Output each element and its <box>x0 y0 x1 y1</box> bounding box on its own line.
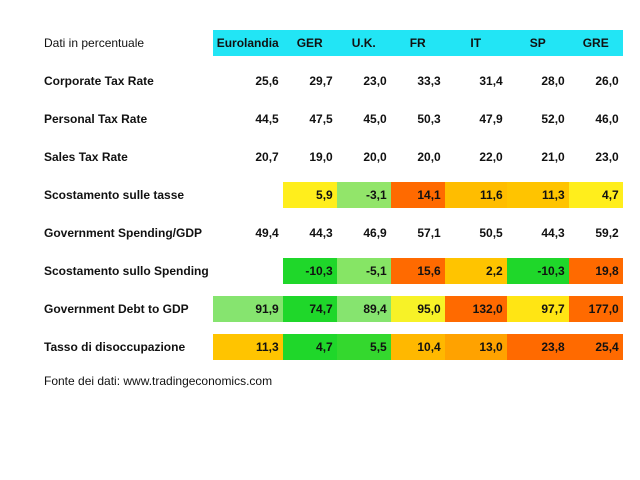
header-row: Dati in percentuale Eurolandia GER U.K. FR IT… <box>40 30 623 56</box>
column-header: SP <box>506 30 569 56</box>
value-cell: 33,3 <box>417 74 441 88</box>
spacer-cell <box>40 56 623 68</box>
row-label: Sales Tax Rate <box>44 150 128 164</box>
spacer-cell <box>40 246 623 258</box>
table-row: Personal Tax Rate 44,5 47,5 45,0 50,3 47,9 52,… <box>40 106 623 132</box>
value-cell: 132,0 <box>444 296 507 322</box>
value-cell: 44,3 <box>541 226 565 240</box>
value-cell: 5,9 <box>282 182 337 208</box>
value-cell: 25,6 <box>255 74 279 88</box>
percentage-data-table: Dati in percentuale Eurolandia GER U.K. FR IT… <box>40 30 623 360</box>
value-cell: 13,0 <box>444 334 507 360</box>
value-cell: 20,0 <box>363 150 387 164</box>
spacer-cell <box>40 322 623 334</box>
table-row: Government Spending/GDP 49,4 44,3 46,9 57,1 5… <box>40 220 623 246</box>
value-cell: 4,7 <box>568 182 623 208</box>
value-cell: -10,3 <box>506 258 569 284</box>
row-label: Government Debt to GDP <box>44 302 189 316</box>
column-header: IT <box>444 30 507 56</box>
value-cell: 50,5 <box>479 226 503 240</box>
spacer-cell <box>40 208 623 220</box>
row-spacer <box>40 132 623 144</box>
value-cell: -5,1 <box>336 258 391 284</box>
value-cell: 23,0 <box>363 74 387 88</box>
spacer-cell <box>40 284 623 296</box>
value-cell: 45,0 <box>363 112 387 126</box>
row-spacer <box>40 322 623 334</box>
row-spacer <box>40 284 623 296</box>
column-header: Eurolandia <box>212 30 283 56</box>
table-row: Scostamento sullo Spending -10,3 -5,1 15,6 2… <box>40 258 623 284</box>
table-row: Tasso di disoccupazione 11,3 4,7 5,5 10,4 13,… <box>40 334 623 360</box>
value-cell: 4,7 <box>282 334 337 360</box>
value-cell: 89,4 <box>336 296 391 322</box>
value-cell: 44,5 <box>255 112 279 126</box>
row-label: Tasso di disoccupazione <box>44 340 186 354</box>
value-cell: 26,0 <box>595 74 619 88</box>
value-cell: 23,8 <box>506 334 569 360</box>
value-cell: 44,3 <box>309 226 333 240</box>
value-cell: 20,0 <box>417 150 441 164</box>
value-cell: 59,2 <box>595 226 619 240</box>
row-label: Personal Tax Rate <box>44 112 148 126</box>
value-cell: 19,0 <box>309 150 333 164</box>
value-cell: 46,0 <box>595 112 619 126</box>
row-label: Scostamento sullo Spending <box>44 264 209 278</box>
value-cell <box>213 182 283 208</box>
row-spacer <box>40 208 623 220</box>
value-cell: 31,4 <box>479 74 503 88</box>
spacer-cell <box>40 170 623 182</box>
value-cell: -10,3 <box>282 258 337 284</box>
column-header: GRE <box>568 30 623 56</box>
value-cell: 46,9 <box>363 226 387 240</box>
value-cell: 10,4 <box>390 334 445 360</box>
column-header: U.K. <box>336 30 391 56</box>
value-cell: 14,1 <box>390 182 445 208</box>
value-cell: 97,7 <box>506 296 569 322</box>
value-cell: 22,0 <box>479 150 503 164</box>
value-cell: 11,3 <box>506 182 569 208</box>
value-cell: 11,3 <box>212 334 283 360</box>
table-row: Corporate Tax Rate 25,6 29,7 23,0 33,3 31,4 28… <box>40 68 623 94</box>
row-spacer <box>40 170 623 182</box>
value-cell: 5,5 <box>336 334 391 360</box>
value-cell: 49,4 <box>255 226 279 240</box>
value-cell: 95,0 <box>390 296 445 322</box>
value-cell: 19,8 <box>568 258 623 284</box>
row-spacer <box>40 246 623 258</box>
value-cell: -3,1 <box>336 182 391 208</box>
value-cell <box>213 258 283 284</box>
value-cell: 177,0 <box>568 296 623 322</box>
value-cell: 20,7 <box>255 150 279 164</box>
value-cell: 47,9 <box>479 112 503 126</box>
spacer-cell <box>40 94 623 106</box>
spacer-cell <box>40 132 623 144</box>
table-row: Sales Tax Rate 20,7 19,0 20,0 20,0 22,0 21,0 23… <box>40 144 623 170</box>
value-cell: 91,9 <box>212 296 283 322</box>
value-cell: 47,5 <box>309 112 333 126</box>
value-cell: 21,0 <box>541 150 565 164</box>
table-row: Scostamento sulle tasse 5,9 -3,1 14,1 11,6 11… <box>40 182 623 208</box>
row-spacer <box>40 56 623 68</box>
row-label: Scostamento sulle tasse <box>44 188 185 202</box>
table-row: Government Debt to GDP 91,9 74,7 89,4 95,0 13… <box>40 296 623 322</box>
value-cell: 57,1 <box>417 226 441 240</box>
column-header: FR <box>390 30 445 56</box>
source-note: Fonte dei dati: www.tradingeconomics.com <box>44 374 273 388</box>
value-cell: 23,0 <box>595 150 619 164</box>
value-cell: 11,6 <box>444 182 507 208</box>
value-cell: 2,2 <box>444 258 507 284</box>
value-cell: 15,6 <box>390 258 445 284</box>
value-cell: 52,0 <box>541 112 565 126</box>
value-cell: 74,7 <box>282 296 337 322</box>
value-cell: 25,4 <box>568 334 623 360</box>
value-cell: 50,3 <box>417 112 441 126</box>
value-cell: 29,7 <box>309 74 333 88</box>
row-label: Government Spending/GDP <box>44 226 203 240</box>
value-cell: 28,0 <box>541 74 565 88</box>
header-label: Dati in percentuale <box>44 36 145 50</box>
row-label: Corporate Tax Rate <box>44 74 154 88</box>
column-header: GER <box>282 30 337 56</box>
row-spacer <box>40 94 623 106</box>
